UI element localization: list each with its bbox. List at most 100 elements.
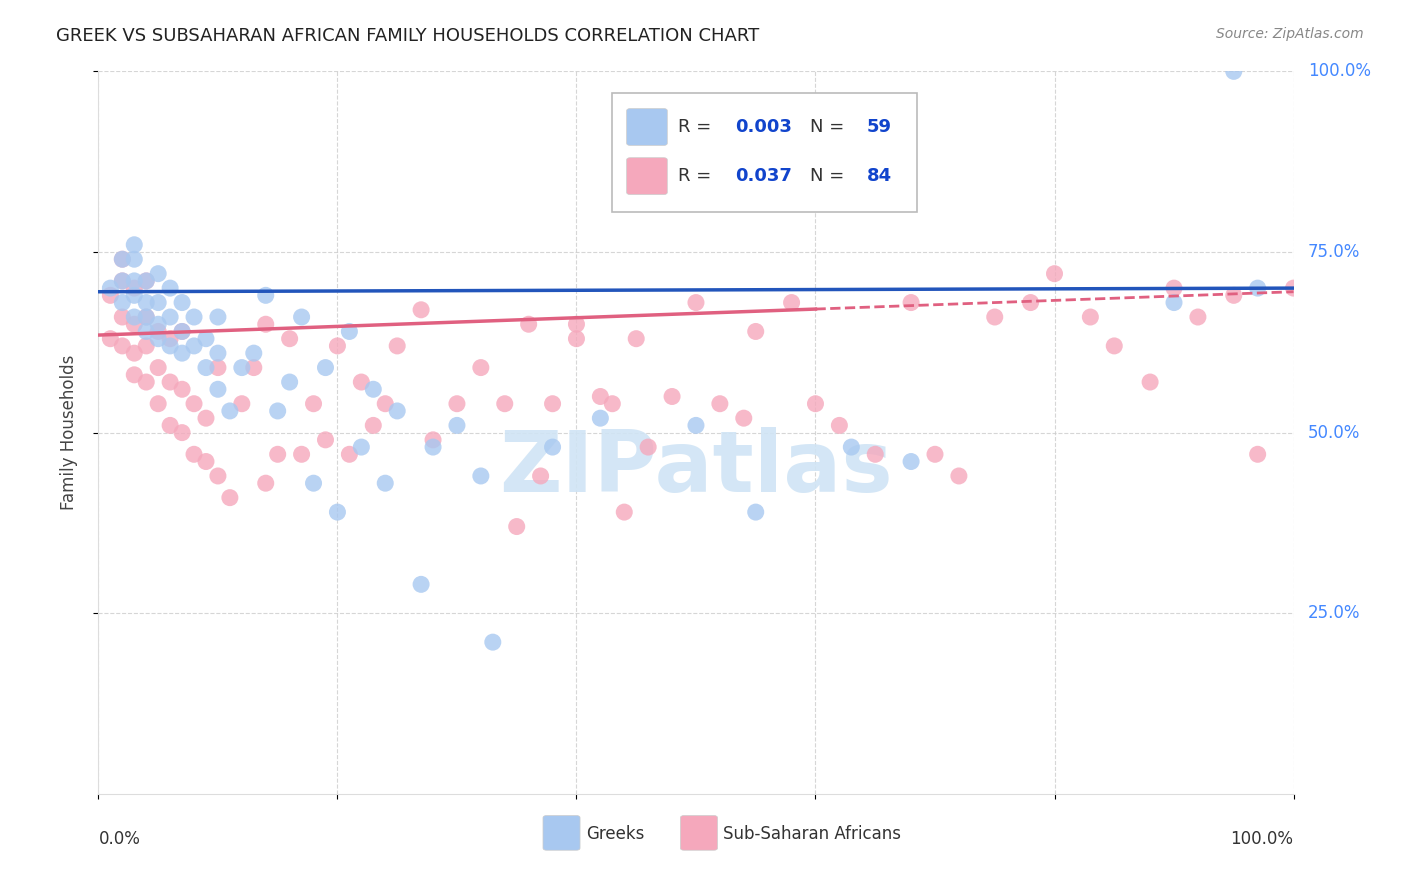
Point	[124, 237, 146, 252]
Point	[291, 310, 314, 324]
Point	[172, 425, 194, 440]
Point	[302, 397, 325, 411]
Point	[374, 397, 396, 411]
Point	[135, 325, 157, 339]
Point	[470, 469, 492, 483]
Point	[148, 295, 170, 310]
Point	[172, 325, 194, 339]
Point	[350, 375, 373, 389]
Point	[291, 447, 314, 461]
Point	[159, 332, 181, 346]
Point	[626, 332, 648, 346]
Point	[111, 295, 134, 310]
Point	[733, 411, 755, 425]
Text: GREEK VS SUBSAHARAN AFRICAN FAMILY HOUSEHOLDS CORRELATION CHART: GREEK VS SUBSAHARAN AFRICAN FAMILY HOUSE…	[56, 27, 759, 45]
Point	[315, 360, 337, 375]
Point	[589, 411, 612, 425]
Point	[124, 252, 146, 267]
Point	[135, 274, 157, 288]
Point	[422, 440, 444, 454]
Point	[1080, 310, 1102, 324]
Point	[159, 310, 181, 324]
Point	[446, 397, 468, 411]
Point	[111, 252, 134, 267]
Point	[195, 332, 218, 346]
Point	[124, 281, 146, 295]
Point	[135, 339, 157, 353]
Point	[804, 397, 827, 411]
Text: ZIPatlas: ZIPatlas	[499, 427, 893, 510]
Text: Greeks: Greeks	[586, 824, 644, 843]
Point	[231, 360, 253, 375]
Point	[685, 418, 707, 433]
Point	[422, 433, 444, 447]
Point	[900, 454, 922, 468]
Point	[900, 295, 922, 310]
Point	[207, 469, 229, 483]
Point	[254, 318, 277, 332]
Point	[267, 447, 290, 461]
Point	[219, 404, 242, 418]
Point	[924, 447, 946, 461]
Point	[865, 447, 887, 461]
Point	[948, 469, 970, 483]
Point	[207, 346, 229, 360]
Text: Sub-Saharan Africans: Sub-Saharan Africans	[724, 824, 901, 843]
Point	[530, 469, 553, 483]
Point	[135, 274, 157, 288]
Y-axis label: Family Households: Family Households	[59, 355, 77, 510]
Point	[363, 418, 385, 433]
Text: N =: N =	[810, 118, 849, 136]
Point	[385, 404, 409, 418]
Point	[446, 418, 468, 433]
Point	[1223, 288, 1246, 302]
Point	[183, 447, 205, 461]
Text: 50.0%: 50.0%	[1308, 424, 1360, 442]
Point	[195, 411, 218, 425]
FancyBboxPatch shape	[627, 158, 668, 194]
Point	[135, 295, 157, 310]
Point	[494, 397, 516, 411]
Text: R =: R =	[678, 118, 717, 136]
Text: 0.003: 0.003	[735, 118, 793, 136]
Point	[1247, 447, 1270, 461]
Text: 100.0%: 100.0%	[1230, 830, 1294, 848]
Point	[124, 310, 146, 324]
Point	[841, 440, 863, 454]
Point	[111, 274, 134, 288]
Text: 59: 59	[868, 118, 891, 136]
FancyBboxPatch shape	[627, 109, 668, 145]
Point	[172, 346, 194, 360]
Point	[172, 295, 194, 310]
Point	[124, 288, 146, 302]
Point	[124, 346, 146, 360]
Text: R =: R =	[678, 167, 717, 186]
Point	[159, 418, 181, 433]
Point	[1282, 281, 1305, 295]
Point	[159, 375, 181, 389]
Point	[661, 389, 683, 403]
Point	[148, 360, 170, 375]
Text: 25.0%: 25.0%	[1308, 604, 1361, 623]
Point	[745, 505, 768, 519]
Point	[135, 310, 157, 324]
Point	[243, 346, 266, 360]
Point	[613, 505, 636, 519]
Text: Source: ZipAtlas.com: Source: ZipAtlas.com	[1216, 27, 1364, 41]
Point	[326, 505, 349, 519]
Point	[339, 325, 361, 339]
Point	[685, 295, 707, 310]
Point	[183, 397, 205, 411]
Point	[98, 332, 122, 346]
Point	[207, 310, 229, 324]
Point	[481, 635, 505, 649]
Point	[1163, 295, 1185, 310]
FancyBboxPatch shape	[543, 815, 581, 850]
Point	[411, 577, 433, 591]
Point	[124, 318, 146, 332]
Point	[111, 274, 134, 288]
Point	[135, 310, 157, 324]
Point	[1247, 281, 1270, 295]
Point	[565, 332, 588, 346]
Point	[231, 397, 253, 411]
